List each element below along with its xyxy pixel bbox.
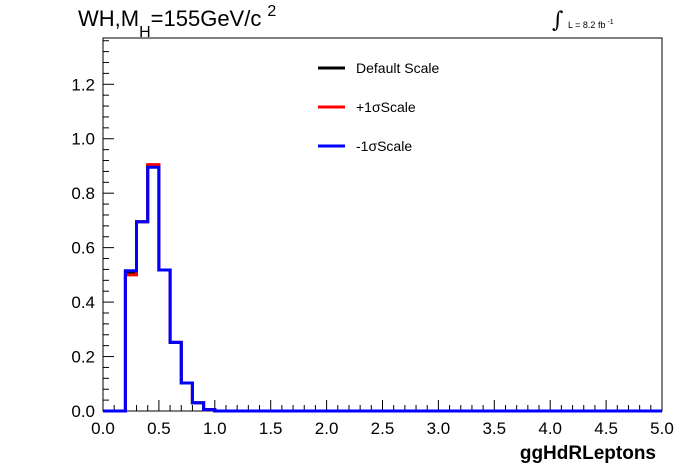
x-axis-label: ggHdRLeptons [520,443,656,464]
series-layer [103,163,662,413]
y-tick-label: 1.2 [71,75,95,94]
y-tick-label: 0.4 [71,293,95,312]
luminosity-text: L = 8.2 fb -1 [568,19,614,30]
series-line-1 [103,163,662,413]
x-tick-label: 1.5 [259,419,283,438]
title-superscript: 2 [267,3,277,20]
plot-frame [102,37,663,412]
luminosity-superscript: -1 [607,19,614,26]
y-tick-label: 1.0 [71,130,95,149]
y-tick-label: 0.2 [71,348,95,367]
x-tick-label: 4.5 [594,419,618,438]
y-tick-label: 0.8 [71,184,95,203]
integral-symbol: ∫ [552,8,564,33]
title-rest: =155GeV/c [150,6,262,31]
series-line-2 [103,165,662,413]
y-tick-label: 0.6 [71,239,95,258]
x-tick-label: 2.5 [371,419,395,438]
title-subscript: H [139,24,151,41]
y-tick-label: 0.0 [71,402,95,421]
x-tick-label: 3.5 [482,419,506,438]
title-main: WH,M [78,6,140,31]
x-tick-label: 5.0 [650,419,674,438]
x-tick-label: 3.0 [427,419,451,438]
x-tick-label: 0.5 [147,419,171,438]
luminosity-value: L = 8.2 fb [568,20,606,30]
series-line-0 [103,163,662,413]
x-tick-label: 4.0 [538,419,562,438]
legend-label: +1σScale [356,99,416,115]
legend-label: -1σScale [356,138,412,154]
x-tick-label: 1.0 [203,419,227,438]
legend-label: Default Scale [356,60,439,76]
x-tick-label: 0.0 [91,419,115,438]
chart-title: WH,MH=155GeV/c 2 [78,3,277,41]
legend: Default Scale +1σScale -1σScale [318,60,439,154]
x-tick-label: 2.0 [315,419,339,438]
